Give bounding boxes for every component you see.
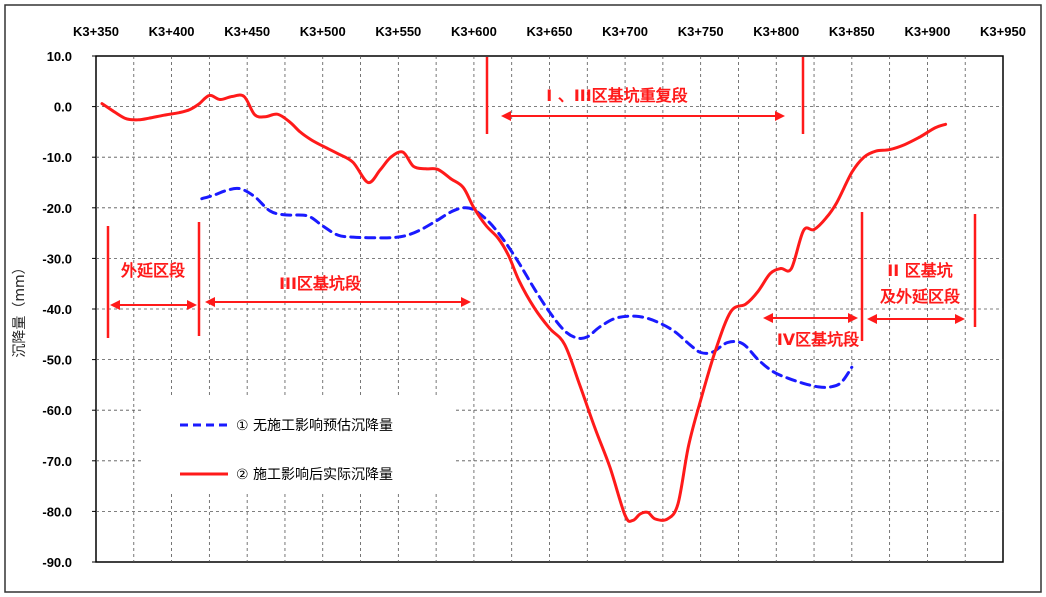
y-tick-label: -10.0 — [42, 150, 72, 165]
arrow-zone4 — [763, 313, 858, 323]
x-tick-label: K3+650 — [527, 24, 573, 39]
y-tick-label: 10.0 — [47, 49, 72, 64]
x-tick-label: K3+850 — [829, 24, 875, 39]
arrow-zone3 — [205, 297, 471, 307]
arrow-zone2 — [867, 314, 965, 324]
arrow-zone13-overlap — [501, 111, 785, 121]
y-axis-tick-labels: 10.0 0.0 -10.0 -20.0 -30.0 -40.0 -50.0 -60.0 -70… — [42, 49, 96, 570]
legend-label-estimated: ① 无施工影响预估沉降量 — [236, 418, 393, 434]
y-tick-label: -90.0 — [42, 555, 72, 570]
x-tick-label: K3+600 — [451, 24, 497, 39]
x-tick-label: K3+700 — [602, 24, 648, 39]
x-tick-label: K3+950 — [980, 24, 1026, 39]
y-tick-label: -60.0 — [42, 403, 72, 418]
data-series — [100, 93, 948, 523]
annotation-zone3: III区基坑段 — [279, 274, 362, 293]
y-tick-label: 0.0 — [54, 100, 72, 115]
legend-box — [141, 398, 454, 494]
x-tick-label: K3+750 — [678, 24, 724, 39]
x-tick-label: K3+500 — [300, 24, 346, 39]
arrow-outer-section — [110, 300, 197, 310]
x-tick-label: K3+800 — [753, 24, 799, 39]
annotation-zone2-line1: II 区基坑 — [887, 261, 952, 280]
x-tick-label: K3+550 — [375, 24, 421, 39]
x-axis-tick-labels: K3+350 K3+400 K3+450 K3+500 K3+550 K3+600 K3+6… — [73, 24, 1026, 39]
y-tick-label: -80.0 — [42, 504, 72, 519]
annotation-zone4: IV区基坑段 — [777, 330, 860, 349]
x-tick-label: K3+400 — [149, 24, 195, 39]
zone-annotations: 外延区段 III区基坑段 Ⅰ 、III区基坑重复段 IV区基坑段 II 区基坑 … — [106, 57, 977, 349]
y-tick-label: -20.0 — [42, 201, 72, 216]
y-axis-label: 沉降量（mm） — [12, 260, 28, 357]
series-line-actual — [100, 93, 948, 523]
y-tick-label: -40.0 — [42, 302, 72, 317]
legend-label-actual: ② 施工影响后实际沉降量 — [236, 467, 393, 483]
y-tick-label: -50.0 — [42, 353, 72, 368]
x-tick-label: K3+350 — [73, 24, 119, 39]
y-tick-label: -70.0 — [42, 454, 72, 469]
x-tick-label: K3+450 — [224, 24, 270, 39]
annotation-zone13-overlap: Ⅰ 、III区基坑重复段 — [546, 86, 688, 105]
x-tick-label: K3+900 — [904, 24, 950, 39]
legend: ① 无施工影响预估沉降量 ② 施工影响后实际沉降量 — [141, 398, 454, 494]
series-line-estimated — [200, 186, 854, 389]
y-tick-label: -30.0 — [42, 251, 72, 266]
annotation-outer-section: 外延区段 — [120, 261, 186, 280]
annotation-zone2-line2: 及外延区段 — [880, 287, 961, 306]
